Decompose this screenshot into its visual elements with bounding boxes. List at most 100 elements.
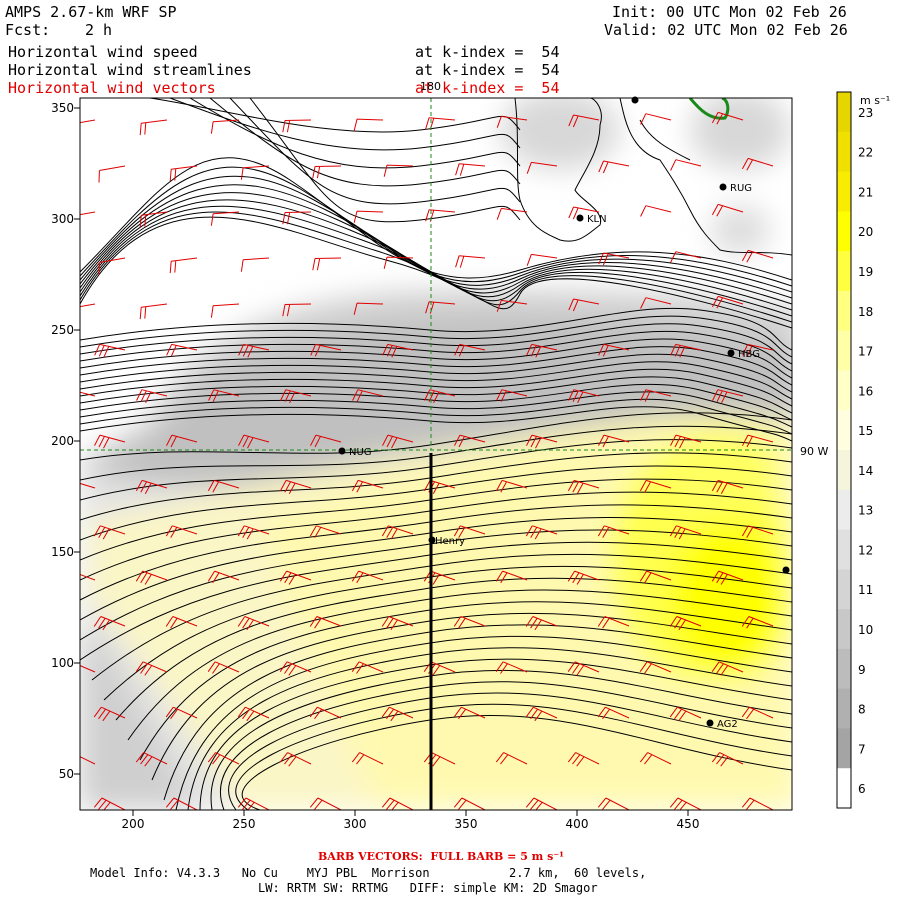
wind-barb [670, 343, 702, 358]
wind-barb [568, 206, 600, 220]
wind-barb [93, 706, 126, 722]
wind-barb [98, 165, 126, 183]
wind-barb [210, 211, 240, 226]
wind-barb [353, 302, 384, 315]
colorbar-swatch [837, 648, 851, 690]
wind-barb [496, 207, 528, 220]
wind-barb [669, 797, 702, 810]
wind-barb [742, 343, 774, 357]
wind-barb [210, 303, 240, 318]
station-label-hbg: HBG [738, 349, 760, 360]
wind-barb [80, 665, 96, 673]
wind-barb [525, 525, 558, 540]
station-label-kln: KLN [587, 214, 607, 225]
wind-barb [279, 661, 312, 676]
wind-barb [741, 616, 774, 629]
wind-barb [165, 706, 198, 720]
init-time: Init: 00 UTC Mon 02 Feb 26 [612, 3, 847, 21]
streamline [80, 398, 792, 435]
wind-barb [495, 570, 528, 584]
wind-barb [453, 525, 486, 538]
wind-barb [526, 434, 558, 449]
colorbar-label: 20 [858, 225, 873, 239]
wind-barb [741, 525, 774, 538]
wind-barb [453, 706, 486, 720]
station-dot-hbg [727, 349, 735, 357]
streamline [80, 192, 792, 305]
y-tick-250: 250 [51, 323, 74, 337]
wind-barb [139, 211, 168, 228]
wind-barb [351, 752, 384, 765]
y-tick-350: 350 [51, 101, 74, 115]
colorbar-label: 6 [858, 782, 866, 796]
colorbar-swatch [837, 569, 851, 610]
station-dot-rug [719, 183, 727, 191]
wind-barb [568, 389, 600, 404]
wind-barb [309, 525, 342, 538]
colorbar-swatch [837, 211, 851, 252]
colorbar-swatch [837, 171, 851, 212]
wind-barb [169, 165, 198, 182]
wind-barb [279, 570, 312, 585]
wind-barb [382, 434, 414, 449]
wind-barb [207, 479, 240, 493]
streamline [169, 98, 521, 151]
station-label-henry: Henry [435, 536, 465, 547]
wind-barb [598, 343, 630, 357]
wind-barb [309, 797, 342, 810]
wind-barb [383, 164, 414, 177]
wind-barb [711, 661, 744, 676]
wind-barb [351, 479, 384, 493]
wind-barbs [80, 111, 774, 810]
station-dot-east [782, 566, 790, 574]
colorbar-label: 13 [858, 504, 873, 518]
streamline [80, 346, 792, 386]
wind-barb [741, 249, 774, 263]
wind-barb [639, 752, 672, 765]
x-tick-250: 250 [233, 817, 256, 831]
streamline [80, 383, 792, 421]
wind-barb [382, 343, 414, 358]
wind-barb [207, 752, 240, 765]
wind-barb [597, 706, 630, 720]
wind-barb [495, 479, 528, 493]
wind-barb [135, 479, 168, 494]
streamline [80, 338, 792, 379]
colorbar-frame [836, 91, 852, 809]
wind-barb [381, 706, 414, 722]
y-tick-100: 100 [51, 656, 74, 670]
y-tick-300: 300 [51, 212, 74, 226]
wind-barb [80, 211, 96, 216]
x-tick-200: 200 [122, 817, 145, 831]
colorbar-swatch [837, 370, 851, 411]
model-info-line2: LW: RRTM SW: RRTMG DIFF: simple KM: 2D S… [258, 881, 598, 895]
wind-barb [139, 119, 168, 136]
wind-barb [525, 616, 558, 631]
wind-barb [670, 434, 702, 449]
wind-barb [237, 616, 270, 631]
wind-barb [94, 434, 126, 449]
field-level-streamlines: at k-index = 54 [415, 61, 560, 79]
colorbar-swatch [837, 450, 851, 491]
wind-barb [597, 616, 630, 629]
streamline [249, 98, 521, 223]
wind-barb [136, 389, 168, 404]
colorbar-swatch [837, 131, 851, 173]
wind-barb [454, 343, 486, 357]
streamline [80, 412, 792, 461]
colorbar-label: 22 [858, 146, 873, 160]
wind-barb [711, 479, 744, 494]
colorbar-label: 11 [858, 583, 873, 597]
wind-barb [568, 114, 600, 128]
station-markers [338, 96, 790, 727]
wind-barb [670, 159, 702, 171]
wind-barb [669, 616, 702, 631]
wind-barb [568, 298, 600, 312]
colorbar-swatch [837, 728, 851, 769]
wind-barb [423, 752, 456, 767]
colorbar: 23 22 21 20 19 18 17 16 15 14 13 12 11 10 9 8 7 6 [837, 92, 873, 809]
wind-barb [351, 661, 384, 674]
field-level-wind-vectors: at k-index = 54 [415, 79, 560, 97]
streamline [189, 98, 521, 169]
streamline [80, 361, 792, 400]
